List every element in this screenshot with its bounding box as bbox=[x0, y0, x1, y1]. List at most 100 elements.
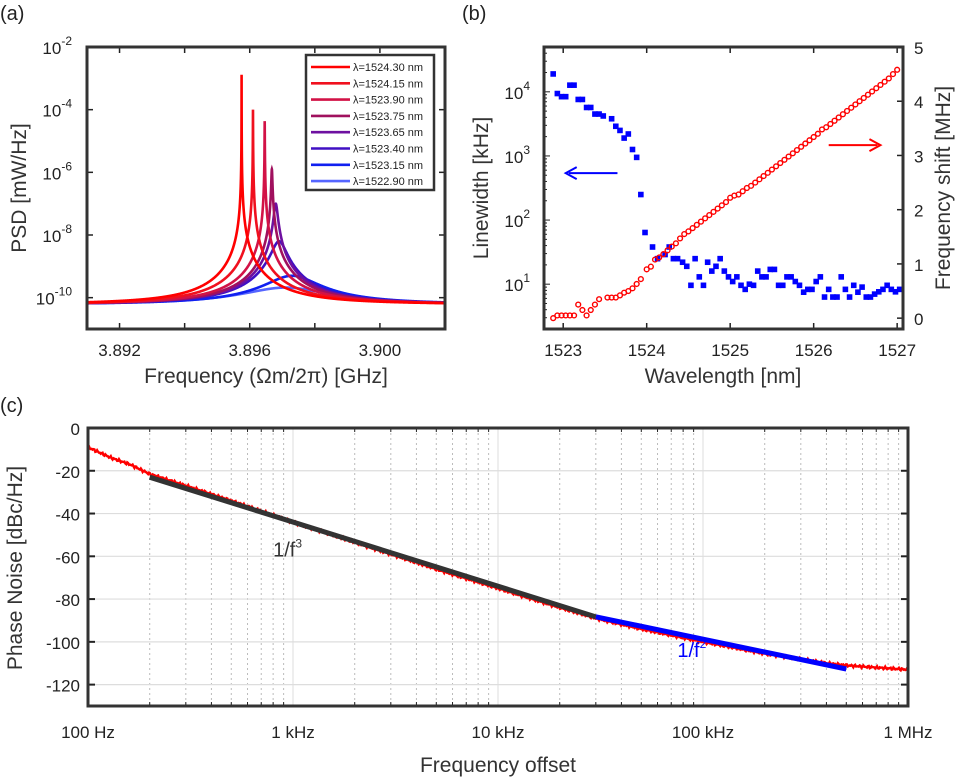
axes-frame bbox=[86, 426, 910, 708]
panel-b-xlabel: Wavelength [nm] bbox=[645, 365, 802, 388]
panel-a-xlabel: Frequency (Ωm/2π) [GHz] bbox=[144, 365, 388, 388]
frequency-shift-point bbox=[831, 117, 838, 124]
frequency-shift-point bbox=[894, 66, 901, 73]
frequency-shift-point bbox=[689, 225, 696, 232]
frequency-shift-point bbox=[785, 153, 792, 160]
frequency-shift-point bbox=[852, 101, 859, 108]
y-left-tick-label: 103 bbox=[504, 143, 530, 167]
linewidth-point bbox=[796, 282, 803, 289]
psd-curve bbox=[87, 74, 445, 305]
linewidth-point bbox=[709, 268, 715, 274]
frequency-shift-point bbox=[697, 218, 705, 225]
x-tick-label: 10 kHz bbox=[472, 723, 525, 742]
legend-label: λ=1523.40 nm bbox=[353, 144, 423, 156]
frequency-shift-point bbox=[752, 179, 759, 186]
y-right-tick-label: 0 bbox=[914, 310, 923, 329]
linewidth-point bbox=[662, 251, 668, 258]
linewidth-point bbox=[754, 268, 761, 274]
linewidth-point bbox=[784, 274, 790, 280]
linewidth-point bbox=[880, 286, 886, 293]
linewidth-point bbox=[713, 263, 719, 270]
y-tick-label: 10-8 bbox=[42, 222, 72, 246]
y-left-tick-label: 101 bbox=[504, 271, 530, 295]
frequency-shift-point bbox=[693, 221, 700, 228]
frequency-shift-point bbox=[885, 75, 892, 82]
frequency-shift-point bbox=[637, 276, 644, 283]
frequency-shift-point bbox=[718, 202, 725, 209]
y-tick-label: -100 bbox=[46, 634, 80, 653]
legend-label: λ=1523.90 nm bbox=[353, 95, 423, 107]
frequency-shift-point bbox=[781, 156, 788, 163]
y-tick-label: 0 bbox=[71, 420, 80, 439]
linewidth-point bbox=[734, 274, 740, 280]
frequency-shift-point bbox=[714, 205, 721, 212]
linewidth-point bbox=[888, 286, 895, 293]
linewidth-point bbox=[562, 93, 569, 100]
linewidth-point bbox=[579, 96, 586, 103]
y-right-tick-label: 1 bbox=[914, 256, 923, 275]
frequency-shift-point bbox=[760, 172, 767, 180]
linewidth-point bbox=[621, 135, 627, 141]
frequency-shift-point bbox=[772, 163, 780, 170]
frequency-shift-point bbox=[747, 182, 755, 189]
frequency-shift-point bbox=[789, 150, 796, 157]
frequency-shift-point bbox=[777, 159, 784, 167]
linewidth-point bbox=[850, 282, 857, 289]
frequency-shift-point bbox=[616, 292, 624, 299]
linewidth-point bbox=[608, 115, 615, 122]
frequency-shift-point bbox=[706, 212, 713, 219]
frequency-shift-point bbox=[575, 301, 582, 308]
frequency-shift-point bbox=[764, 169, 771, 176]
frequency-shift-point bbox=[579, 306, 586, 314]
linewidth-point bbox=[617, 127, 623, 134]
x-tick-label: 1524 bbox=[628, 341, 666, 360]
legend: λ=1524.30 nm λ=1524.15 nm λ=1523.90 nm λ=15… bbox=[304, 53, 436, 192]
frequency-shift-point bbox=[739, 188, 746, 195]
frequency-shift-point bbox=[722, 199, 730, 206]
linewidth-point bbox=[575, 96, 582, 103]
linewidth-point bbox=[846, 294, 853, 300]
y-tick-label: 10-2 bbox=[42, 34, 72, 58]
linewidth-point bbox=[679, 259, 686, 266]
panel-b-chart: 1523 1524 1525 1526 1527 101 102 103 104 0 1 2 3 4 5 bbox=[504, 39, 923, 360]
linewidth-point bbox=[775, 282, 782, 289]
panel-c-xlabel: Frequency offset bbox=[420, 754, 576, 777]
frequency-shift-point bbox=[798, 143, 805, 150]
frequency-shift-point bbox=[668, 243, 675, 250]
linewidth-point bbox=[746, 281, 753, 287]
frequency-shift-point bbox=[848, 104, 855, 111]
linewidth-point bbox=[821, 294, 828, 300]
linewidth-point bbox=[583, 104, 590, 111]
linewidth-point bbox=[674, 255, 681, 262]
panel-c-ylabel: Phase Noise [dBc/Hz] bbox=[4, 466, 27, 670]
linewidth-point bbox=[838, 274, 845, 280]
frequency-shift-point bbox=[656, 254, 663, 261]
linewidth-point bbox=[683, 263, 690, 270]
linewidth-point bbox=[800, 289, 807, 295]
frequency-shift-point bbox=[839, 111, 846, 118]
frequency-shift-point bbox=[873, 85, 880, 92]
fit-line bbox=[148, 474, 597, 620]
frequency-shift-point bbox=[672, 240, 680, 247]
frequency-shift-point bbox=[869, 88, 876, 95]
linewidth-point bbox=[738, 282, 744, 289]
frequency-shift-point bbox=[660, 251, 667, 258]
y-tick-label: -40 bbox=[55, 506, 80, 525]
x-tick-label: 100 kHz bbox=[672, 723, 734, 742]
linewidth-point bbox=[842, 286, 849, 293]
axes-frame bbox=[542, 45, 905, 331]
linewidth-point bbox=[571, 82, 577, 88]
frequency-shift-point bbox=[596, 296, 603, 303]
y-tick-label: -80 bbox=[55, 591, 80, 610]
y-tick-label: 10-4 bbox=[42, 97, 72, 121]
frequency-shift-point bbox=[877, 81, 884, 89]
frequency-shift-point bbox=[835, 114, 842, 121]
frequency-shift-point bbox=[802, 140, 809, 147]
linewidth-point bbox=[613, 123, 619, 130]
frequency-shift-point bbox=[685, 228, 692, 235]
linewidth-point bbox=[550, 71, 556, 77]
x-tick-label: 3.892 bbox=[98, 341, 141, 360]
linewidth-point bbox=[558, 93, 565, 100]
linewidth-point bbox=[809, 286, 815, 293]
